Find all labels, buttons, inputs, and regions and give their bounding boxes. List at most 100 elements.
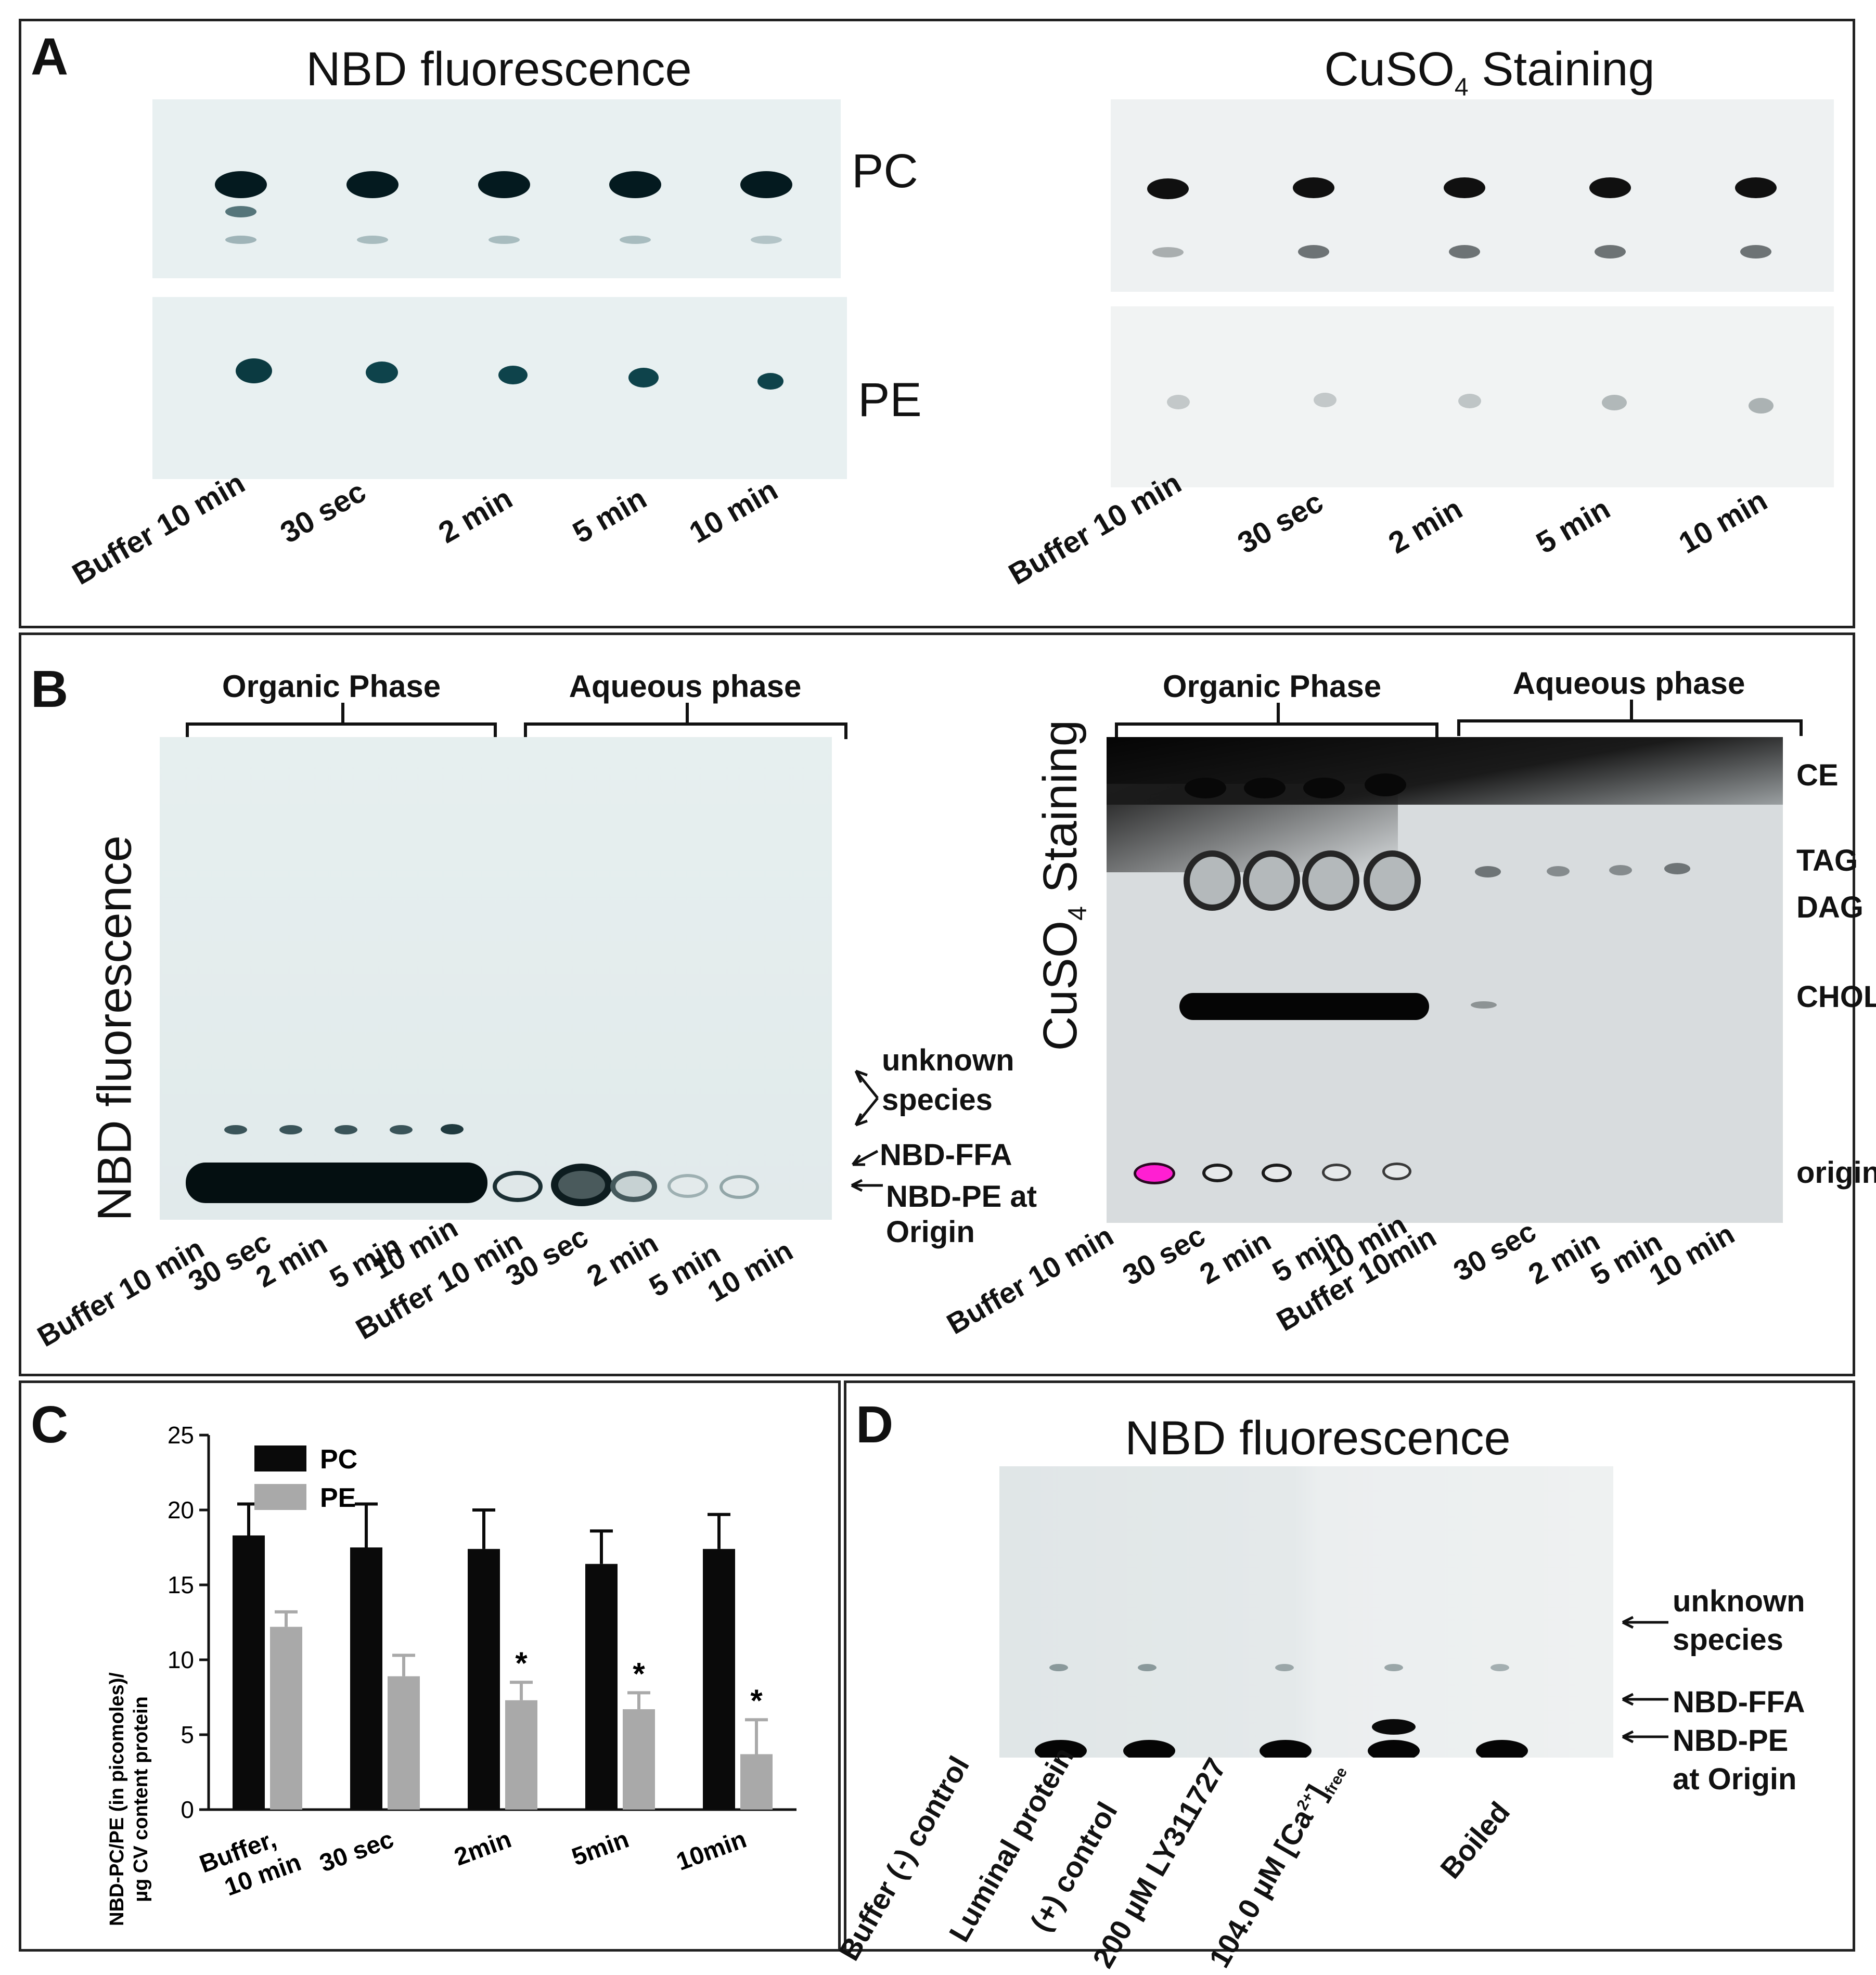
b-label-chol: CHOL	[1796, 980, 1876, 1014]
b-unknown-1	[224, 1125, 247, 1134]
pe-spot-lane4	[628, 368, 659, 388]
b-tag-ring-4	[1302, 850, 1359, 911]
d-annot-at-origin: at Origin	[1673, 1762, 1797, 1796]
panel-a: A NBD fluorescence CuSO4 Staining PC PE	[19, 19, 1855, 628]
b-left-lane-10: 10 min	[702, 1233, 799, 1309]
b-label-dag: DAG	[1796, 890, 1864, 924]
b-right-lane-10: 10 min	[1643, 1217, 1740, 1292]
bar-PE-1	[270, 1627, 302, 1810]
b-label-ce: CE	[1796, 758, 1839, 792]
panel-a-left-title: NBD fluorescence	[306, 43, 692, 96]
b-origin-aq-2	[551, 1164, 612, 1206]
cu-pc-low-lane4	[1595, 245, 1626, 259]
x-tick-line: 10min	[673, 1826, 750, 1876]
b-chol-aq-1	[1471, 1001, 1497, 1009]
a-left-lane-4: 5 min	[567, 481, 652, 550]
b-annot-nbd-pe: NBD-PE at	[886, 1180, 1037, 1214]
pc-spot-lane3	[478, 171, 530, 198]
panel-d-title: NBD fluorescence	[1125, 1412, 1511, 1465]
b-unknown-3	[335, 1125, 357, 1134]
a-left-lane-5: 10 min	[684, 472, 783, 550]
b-right-lane-3: 2 min	[1194, 1224, 1277, 1291]
d-unknown-1	[1049, 1664, 1068, 1671]
legend-swatch-PC	[254, 1445, 306, 1471]
d-origin-3	[1260, 1740, 1312, 1758]
b-tag-ring-3	[1243, 850, 1300, 911]
b-ce-spot-2	[1185, 778, 1226, 798]
b-origin-cu-4	[1322, 1164, 1351, 1181]
d-origin-4	[1368, 1740, 1420, 1758]
cu-pc-lane4	[1589, 177, 1631, 198]
b-chol-band	[1179, 993, 1429, 1020]
b-ce-spot-5	[1365, 773, 1406, 796]
panel-a-letter: A	[31, 28, 69, 86]
d-lane-5: 104.0 µM [Ca2+]free	[1202, 1764, 1351, 1973]
panel-c-letter: C	[31, 1396, 69, 1454]
b-origin-cu-2	[1202, 1164, 1232, 1182]
b-origin-aq-3	[610, 1171, 657, 1202]
b-annot-species: species	[882, 1083, 993, 1117]
x-tick-line: 2min	[451, 1826, 515, 1871]
d-unknown-4	[1384, 1664, 1403, 1671]
tlc-b-cuso4	[1107, 737, 1783, 1223]
y-tick-label-15: 15	[168, 1571, 194, 1598]
a-left-lane-1: Buffer 10 min	[67, 466, 251, 592]
legend-label-PC: PC	[320, 1444, 357, 1475]
bar-PC-5	[703, 1548, 735, 1810]
bar-PE-2	[388, 1676, 420, 1810]
bar-PC-3	[468, 1548, 500, 1810]
y-tick-label-25: 25	[168, 1422, 194, 1449]
b-origin-aq-1	[493, 1171, 543, 1202]
y-tick-label-10: 10	[168, 1646, 194, 1673]
d-annot-unknown: unknown	[1673, 1584, 1805, 1618]
b-origin-organic-band	[186, 1163, 487, 1203]
y-tick-label-0: 0	[181, 1796, 194, 1823]
cu-pe-lane5	[1749, 398, 1774, 414]
pe-spot-lane1	[236, 358, 272, 383]
b-unknown-4	[390, 1125, 413, 1134]
b-right-vertical-title: CuSO4 Staining	[1033, 720, 1093, 1051]
a-right-lane-3: 2 min	[1383, 492, 1468, 561]
d-annotation-arrows	[1622, 1616, 1668, 1744]
pc-spot-lane5	[740, 171, 792, 198]
b-right-aqueous-bracket	[1457, 700, 1803, 736]
row-label-pc: PC	[852, 145, 918, 198]
pc-spot-lane4	[609, 171, 661, 198]
panel-c: C NBD-PC/PE (in picomoles)/ µg CV conten…	[19, 1380, 841, 1952]
cu-pc-low-lane2	[1298, 245, 1329, 259]
tlc-pe-nbd	[152, 297, 847, 479]
d-unknown-2	[1138, 1664, 1157, 1671]
b-ce-spot-4	[1303, 778, 1345, 798]
pe-spot-lane2	[366, 362, 398, 383]
b-tag-aq-4	[1664, 863, 1690, 874]
b-annot-origin: Origin	[886, 1215, 975, 1249]
bar-PC-1	[233, 1535, 265, 1810]
y-axis-label-line2: µg CV content protein	[130, 1696, 152, 1902]
cu-pc-low-lane3	[1449, 245, 1480, 259]
b-left-vertical-title: NBD fluorescence	[88, 835, 142, 1221]
bar-PC-4	[585, 1564, 618, 1810]
b-tag-ring-2	[1184, 850, 1241, 911]
tlc-pc-nbd	[152, 99, 841, 278]
a-left-lane-3: 2 min	[433, 481, 518, 550]
tlc-pe-cuso4	[1111, 306, 1834, 487]
d-origin-1	[1035, 1740, 1087, 1758]
bar-PE-4	[623, 1709, 655, 1810]
d-lane-6: Boiled	[1433, 1795, 1517, 1885]
d-ffa-spot	[1372, 1719, 1416, 1735]
panel-a-right-title: CuSO4 Staining	[1324, 43, 1655, 101]
b-left-aqueous-label: Aqueous phase	[569, 669, 802, 704]
a-right-lane-4: 5 min	[1531, 492, 1616, 561]
b-unknown-5	[441, 1124, 464, 1134]
significance-star-4: *	[633, 1656, 645, 1691]
cu-pe-lane2	[1314, 393, 1337, 407]
x-tick-label-4: 5min	[568, 1826, 632, 1871]
b-left-organic-label: Organic Phase	[222, 669, 441, 704]
cu-pc-lane5	[1735, 177, 1777, 198]
b-left-aqueous-bracket	[524, 703, 847, 739]
cu-pc-lane3	[1444, 177, 1485, 198]
significance-star-5: *	[750, 1683, 763, 1718]
pc-faint-lane2	[357, 236, 388, 244]
bar-PE-5	[740, 1754, 773, 1810]
b-origin-magenta	[1134, 1163, 1175, 1184]
